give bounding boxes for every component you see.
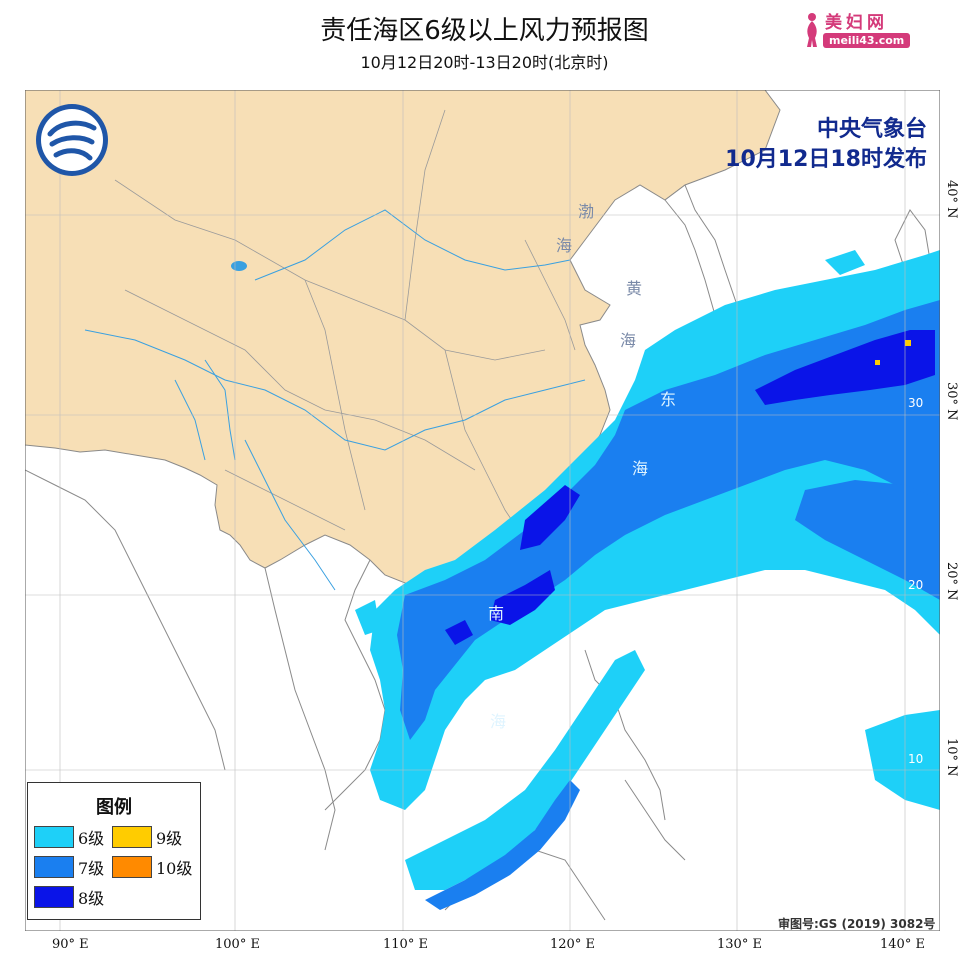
wind-7-main-band (397, 300, 940, 740)
legend-label-9: 9级 (156, 829, 183, 848)
lon-label-130: 130° E (717, 937, 762, 952)
lat-label-10: 10° N (944, 738, 959, 777)
cma-logo-icon (36, 104, 108, 176)
issuer-block: 中央气象台 10月12日18时发布 (725, 115, 927, 175)
map-subtitle: 10月12日20时-13日20时(北京时) (360, 53, 609, 72)
wind-8-strait (520, 485, 580, 550)
legend-label-8: 8级 (78, 889, 105, 908)
watermark-url: meili43.com (823, 33, 911, 48)
wind-7-south-strip (425, 780, 580, 910)
lon-label-110: 110° E (383, 937, 428, 952)
legend-swatch-8 (34, 886, 74, 908)
graticule (25, 90, 940, 931)
issuer-org: 中央气象台 (816, 117, 927, 142)
inner-lat-10: 10 (908, 752, 924, 766)
legend-swatch-9 (112, 826, 152, 848)
legend-swatch-10 (112, 856, 152, 878)
legend-item-8: 8级 (34, 886, 104, 908)
legend-swatch-6 (34, 826, 74, 848)
lon-label-90: 90° E (52, 937, 89, 952)
woman-silhouette-icon (807, 13, 817, 47)
legend-item-6: 6级 (34, 826, 104, 848)
lat-label-30: 30° N (944, 382, 959, 421)
wind-level-9 (875, 340, 911, 365)
wind-8-south-china-sea (490, 570, 555, 625)
legend-label-7: 7级 (78, 859, 105, 878)
lat-label-40: 40° N (944, 180, 959, 219)
wind-8-south-of-japan (755, 330, 935, 405)
legend-item-10: 10级 (112, 856, 192, 878)
sea-label-yellow-2: 海 (620, 331, 637, 350)
map-title: 责任海区6级以上风力预报图 (320, 16, 649, 46)
legend-item-9: 9级 (112, 826, 182, 848)
watermark-logo: 美妇网 meili43.com (795, 6, 965, 56)
wind-6-east-patch (865, 710, 940, 810)
inner-lat-20: 20 (908, 578, 924, 592)
sea-label-bohai-2: 海 (556, 236, 573, 255)
province-borders (114, 109, 576, 541)
philippines-islands (584, 649, 686, 861)
wind-level-7 (397, 300, 940, 910)
lon-label-100: 100° E (215, 937, 260, 952)
legend-title: 图例 (96, 797, 132, 818)
legend-label-6: 6级 (78, 829, 105, 848)
wind-6-south-band (405, 650, 645, 890)
approval-number: 审图号:GS (2019) 3082号 (778, 917, 936, 931)
rivers (84, 209, 586, 591)
wind-7-east-band (795, 480, 940, 600)
wind-6-gulf-patch (355, 600, 380, 635)
wind-9-patch-2 (875, 360, 880, 365)
sea-label-south-1: 南 (488, 604, 505, 623)
sea-label-east-1: 东 (660, 390, 677, 409)
lon-label-140: 140° E (880, 937, 925, 952)
inner-lat-30: 30 (908, 396, 924, 410)
india-coast (25, 469, 226, 771)
wind-6-northeast-patch (825, 250, 865, 275)
sea-label-east-2: 海 (632, 459, 649, 478)
issue-time: 10月12日18时发布 (725, 147, 927, 172)
watermark-name: 美妇网 (825, 13, 888, 33)
sea-label-south-2: 海 (490, 712, 507, 731)
lat-label-20: 20° N (944, 562, 959, 601)
map-legend: 图例 6级 9级 7级 10级 8级 (27, 782, 201, 920)
lon-label-120: 120° E (550, 937, 595, 952)
wind-9-patch-1 (905, 340, 911, 346)
legend-swatch-7 (34, 856, 74, 878)
wind-8-patch (445, 620, 473, 645)
wind-level-8 (445, 330, 935, 645)
sea-label-yellow-1: 黄 (626, 279, 643, 298)
indochina-coast (264, 559, 386, 851)
legend-item-7: 7级 (34, 856, 104, 878)
qinghai-lake (231, 261, 247, 271)
legend-label-10: 10级 (156, 859, 193, 878)
sea-label-bohai-1: 渤 (578, 202, 595, 221)
